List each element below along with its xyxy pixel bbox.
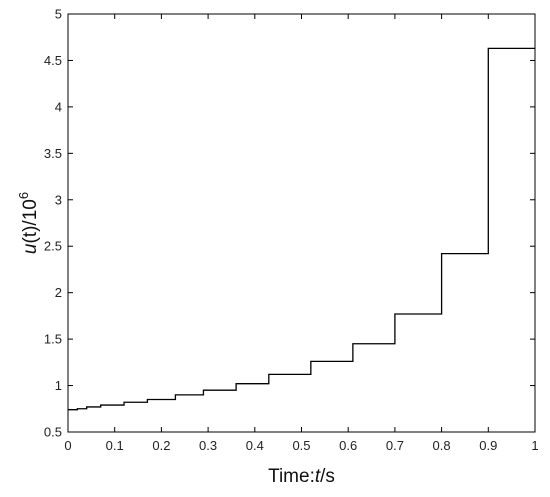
x-tick-label: 0 bbox=[64, 438, 71, 453]
x-tick-label: 0.2 bbox=[152, 438, 170, 453]
x-axis-ticks: 0 0.1 0.2 0.3 0.4 0.5 0.6 0.7 0.8 0.9 1 bbox=[64, 14, 539, 453]
x-tick-label: 0.4 bbox=[246, 438, 264, 453]
y-tick-label: 3.5 bbox=[44, 146, 62, 161]
x-tick-label: 1 bbox=[531, 438, 538, 453]
y-tick-label: 0.5 bbox=[44, 425, 62, 440]
plot-area-frame bbox=[67, 13, 536, 433]
y-tick-label: 4 bbox=[55, 99, 62, 114]
x-tick-label: 0.6 bbox=[339, 438, 357, 453]
y-axis-label-exp: 6 bbox=[16, 192, 31, 199]
y-axis-label: u(t)/106 bbox=[16, 192, 41, 254]
x-tick-label: 0.1 bbox=[106, 438, 124, 453]
x-axis-label-prefix: Time: bbox=[268, 466, 315, 487]
x-tick-label: 0.7 bbox=[386, 438, 404, 453]
series-step-line bbox=[68, 47, 535, 411]
x-axis-label-unit: /s bbox=[320, 466, 335, 487]
y-tick-label: 1 bbox=[55, 378, 62, 393]
x-tick-label: 0.3 bbox=[199, 438, 217, 453]
y-tick-label: 1.5 bbox=[44, 332, 62, 347]
x-tick-label: 0.8 bbox=[433, 438, 451, 453]
y-tick-label: 4.5 bbox=[44, 53, 62, 68]
y-axis-label-var: u bbox=[20, 243, 41, 254]
y-tick-label: 3 bbox=[55, 192, 62, 207]
y-axis-label-arg: (t)/10 bbox=[20, 199, 41, 243]
y-tick-label: 2.5 bbox=[44, 239, 62, 254]
x-tick-label: 0.5 bbox=[292, 438, 310, 453]
y-tick-label: 5 bbox=[55, 7, 62, 22]
y-axis-ticks: 0.5 1 1.5 2 2.5 3 3.5 4 4.5 5 bbox=[44, 7, 535, 440]
y-tick-label: 2 bbox=[55, 285, 62, 300]
x-axis-label: Time:t/s bbox=[268, 466, 335, 487]
x-tick-label: 0.9 bbox=[479, 438, 497, 453]
x-axis-label-var: t bbox=[315, 466, 321, 487]
